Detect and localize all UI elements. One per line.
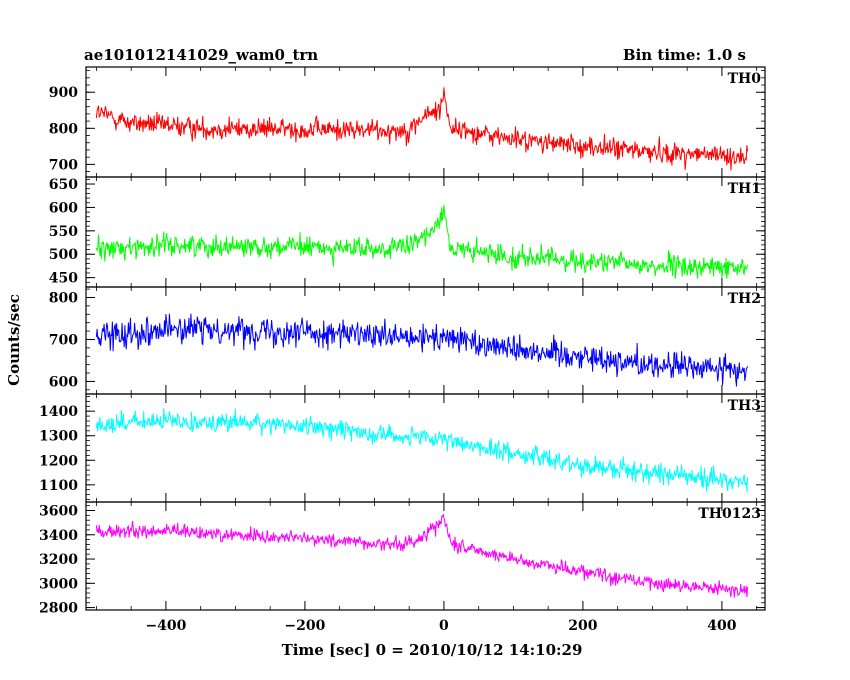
y-tick-label: 3200 (39, 552, 78, 568)
y-tick-label: 700 (49, 157, 78, 173)
panel-label-th2: TH2 (728, 291, 761, 307)
panel-label-th3: TH3 (728, 398, 761, 414)
series-line-th1 (95, 205, 749, 279)
x-tick-label: 200 (568, 618, 597, 634)
panel-label-th0: TH0 (728, 71, 762, 87)
series-line-th0 (95, 87, 749, 171)
source-name: ae101012141029_wam0_trn (84, 46, 318, 64)
y-tick-label: 700 (49, 332, 78, 348)
y-tick-label: 3600 (39, 503, 78, 519)
panel-label-th0123: TH0123 (698, 506, 761, 522)
y-tick-label: 450 (49, 271, 78, 287)
y-tick-label: 1400 (39, 404, 78, 420)
series-line-th3 (95, 408, 749, 492)
panels-group: TH0 700 800 900 TH1 450 500 550 600 650 TH2 600 700 8… (39, 66, 766, 634)
y-tick-label: 1200 (39, 453, 78, 469)
y-tick-label: 800 (49, 290, 78, 306)
x-tick-label: −400 (145, 618, 186, 634)
y-tick-label: 900 (49, 85, 78, 101)
x-tick-label: 400 (707, 618, 736, 634)
panel-frame-th0 (85, 66, 766, 178)
y-tick-label: 600 (49, 374, 78, 390)
bin-time-label: Bin time: 1.0 s (623, 46, 746, 64)
x-tick-label: −200 (284, 618, 325, 634)
panel-frame-th0123 (85, 501, 766, 611)
y-tick-label: 1300 (39, 429, 78, 445)
y-tick-label: 3400 (39, 528, 78, 544)
panel-frame-th3 (85, 393, 766, 503)
y-tick-label: 650 (49, 177, 78, 193)
y-tick-label: 2800 (39, 601, 78, 617)
y-tick-label: 600 (49, 200, 78, 216)
series-line-th0123 (95, 513, 749, 598)
y-tick-label: 550 (49, 224, 78, 240)
x-axis-label: Time [sec] 0 = 2010/10/12 14:10:29 (282, 641, 583, 659)
panel-frame-th1 (85, 176, 766, 288)
panel-label-th1: TH1 (728, 181, 761, 197)
y-tick-label: 800 (49, 121, 78, 137)
y-axis-label: Counts/sec (5, 294, 23, 386)
x-tick-label: 0 (439, 618, 449, 634)
series-line-th2 (95, 313, 749, 387)
y-tick-label: 500 (49, 247, 78, 263)
y-tick-label: 1100 (39, 478, 78, 494)
panel-frame-th2 (85, 286, 766, 395)
y-tick-label: 3000 (39, 576, 78, 592)
